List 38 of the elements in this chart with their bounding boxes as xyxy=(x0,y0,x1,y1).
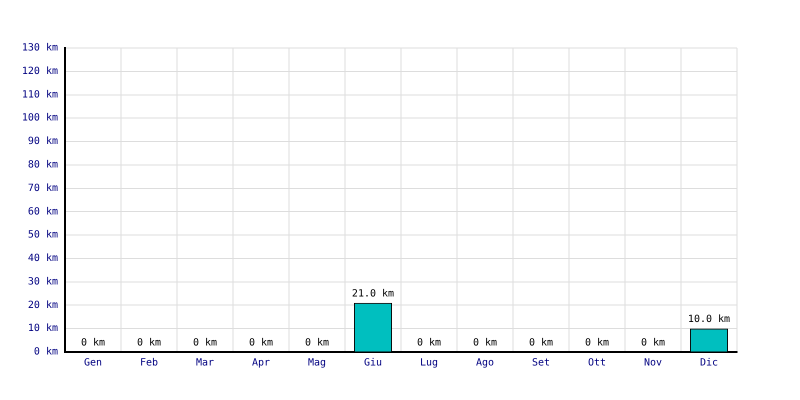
data-label: 0 km xyxy=(248,338,274,349)
data-label: 0 km xyxy=(416,338,442,349)
y-tick-label: 10 km xyxy=(28,323,58,334)
x-tick-label: Ott xyxy=(588,358,606,369)
data-label: 0 km xyxy=(80,338,106,349)
data-label: 21.0 km xyxy=(352,288,394,300)
y-tick-label: 40 km xyxy=(28,253,58,264)
x-tick-label: Set xyxy=(532,358,550,369)
y-tick-label: 110 km xyxy=(22,89,58,100)
data-label: 0 km xyxy=(640,338,666,349)
x-tick-label: Giu xyxy=(364,358,382,369)
y-tick-label: 20 km xyxy=(28,300,58,311)
y-tick-label: 120 km xyxy=(22,66,58,77)
data-label: 0 km xyxy=(472,338,498,349)
y-tick-label: 0 km xyxy=(34,346,58,358)
y-tick-label: 100 km xyxy=(22,112,58,124)
y-tick-label: 80 km xyxy=(28,160,58,171)
y-tick-label: 60 km xyxy=(28,206,58,218)
y-tick-label: 50 km xyxy=(28,230,58,241)
x-tick-label: Feb xyxy=(140,358,158,369)
y-tick-label: 90 km xyxy=(28,136,58,148)
x-tick-label: Lug xyxy=(420,358,438,369)
x-tick-label: Apr xyxy=(252,358,270,369)
x-tick-label: Mag xyxy=(308,358,326,369)
data-label: 0 km xyxy=(528,338,554,349)
x-tick-label: Dic xyxy=(700,358,718,369)
x-tick-label: Mar xyxy=(196,358,214,369)
x-tick-label: Nov xyxy=(644,358,662,369)
data-label: 0 km xyxy=(192,338,218,349)
data-label: 0 km xyxy=(136,338,162,349)
y-tick-label: 70 km xyxy=(28,182,58,194)
x-tick-label: Ago xyxy=(476,358,494,369)
y-tick-label: 130 km xyxy=(22,42,58,54)
x-tick-label: Gen xyxy=(84,358,102,369)
y-tick-label: 30 km xyxy=(28,276,58,288)
data-label: 10.0 km xyxy=(688,314,730,326)
data-label: 0 km xyxy=(304,338,330,349)
data-label: 0 km xyxy=(584,338,610,349)
